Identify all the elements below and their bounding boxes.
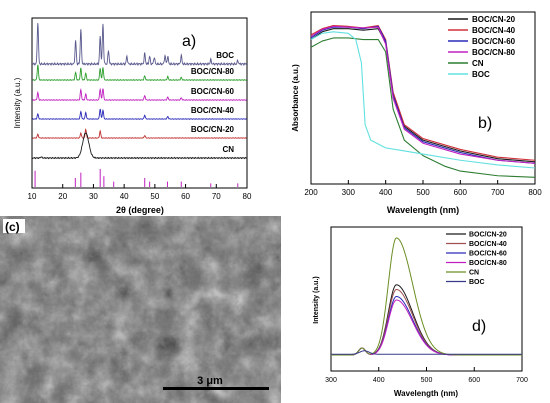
panel-b-tick-label: 400: [379, 188, 393, 197]
panel-a-tick-label: 40: [120, 192, 129, 201]
panel-c: (c) 3 μm: [0, 216, 281, 403]
xrd-series-boc-cn-60: [32, 87, 248, 101]
panel-c-letter-bg: [3, 219, 25, 233]
uv-legend-label-boc-cn-60: BOC/CN-60: [472, 37, 516, 46]
panel-a-frame: [31, 17, 248, 189]
pl-legend-label-boc-cn-20: BOC/CN-20: [469, 232, 507, 239]
panel-d-ylabel: Intensity (a.u.): [313, 276, 320, 323]
uv-series-boc-cn-60: [310, 25, 536, 164]
panel-d-x-ticks: 300 400 500 600 700: [325, 367, 528, 384]
panel-b-tick-label: 600: [454, 188, 468, 197]
panel-d-series: [331, 237, 522, 356]
panel-a-tick-label: 20: [58, 192, 67, 201]
panel-b: b) Absorbance (a.u.) Wavelength (nm) 200…: [291, 11, 542, 215]
scale-bar: [163, 387, 269, 390]
panel-d: d) Intensity (a.u.) Wavelength (nm) 300 4…: [313, 226, 528, 398]
panel-d-tick-label: 500: [421, 377, 433, 384]
uv-legend-label-cn: CN: [472, 59, 484, 68]
panel-b-tick-label: 300: [342, 188, 356, 197]
panel-b-series: [310, 25, 536, 178]
panel-a-series: [31, 22, 248, 160]
panel-b-xlabel: Wavelength (nm): [387, 205, 459, 215]
pl-series-boc-cn-80: [331, 299, 522, 356]
uv-legend-label-boc: BOC: [472, 70, 490, 79]
panel-b-tick-label: 700: [491, 188, 505, 197]
pl-legend-label-cn: CN: [469, 270, 479, 277]
panel-a-tick-label: 80: [243, 192, 252, 201]
panel-a-tick-label: 60: [181, 192, 190, 201]
panel-d-tick-label: 300: [325, 377, 337, 384]
panel-d-tick-label: 700: [516, 377, 528, 384]
xrd-label-boc-cn-60: BOC/CN-60: [191, 87, 235, 96]
panel-d-legend: BOC/CN-20 BOC/CN-40 BOC/CN-60 BOC/CN-80 CN BO…: [446, 232, 507, 286]
panel-a-x-ticks: 10 20 30 40 50 60 70 80: [28, 184, 252, 201]
panel-a-ylabel: Intensity (a.u.): [13, 77, 22, 128]
scale-bar-label: 3 μm: [197, 375, 223, 387]
uv-series-cn: [310, 37, 536, 178]
panel-a-tick-label: 70: [212, 192, 221, 201]
panel-a-letter: a): [182, 33, 196, 50]
panel-b-legend: BOC/CN-20 BOC/CN-40 BOC/CN-60 BOC/CN-80 CN BO…: [448, 15, 516, 79]
panel-a-xlabel: 2θ (degree): [116, 205, 164, 215]
uv-legend-label-boc-cn-80: BOC/CN-80: [472, 48, 516, 57]
pl-series-cn: [331, 237, 522, 356]
panel-a-reference-sticks: [34, 169, 239, 187]
panel-d-tick-label: 600: [468, 377, 480, 384]
panel-b-tick-label: 800: [528, 188, 542, 197]
xrd-series-boc-cn-20: [31, 127, 247, 139]
pl-legend-label-boc-cn-40: BOC/CN-40: [469, 241, 507, 248]
panel-b-ylabel: Absorbance (a.u.): [291, 64, 300, 132]
xrd-label-boc: BOC: [216, 51, 234, 60]
panel-b-tick-label: 200: [304, 188, 318, 197]
pl-legend-label-boc: BOC: [469, 279, 485, 286]
panel-c-letter: (c): [5, 220, 20, 234]
uv-series-boc-cn-80: [310, 25, 536, 164]
panel-d-xlabel: Wavelength (nm): [394, 389, 458, 398]
uv-legend-label-boc-cn-20: BOC/CN-20: [472, 15, 516, 24]
xrd-series-boc: [31, 22, 248, 67]
panel-d-tick-label: 400: [373, 377, 385, 384]
panel-a: a) Intensity (a.u.) 2θ (degree) 10 20 30 40…: [13, 17, 252, 215]
xrd-series-cn: [32, 132, 247, 160]
xrd-label-cn: CN: [222, 145, 234, 154]
panel-b-x-ticks: 200 300 400 500 600 700 800: [304, 180, 542, 197]
pl-legend-label-boc-cn-80: BOC/CN-80: [469, 260, 507, 267]
pl-series-boc: [331, 350, 522, 355]
panel-a-series-labels: BOC BOC/CN-80 BOC/CN-60 BOC/CN-40 BOC/CN-20 C…: [191, 51, 235, 154]
uv-legend-label-boc-cn-40: BOC/CN-40: [472, 26, 516, 35]
xrd-label-boc-cn-80: BOC/CN-80: [191, 67, 235, 76]
panel-d-letter: d): [472, 318, 486, 335]
panel-a-tick-label: 50: [150, 192, 159, 201]
panel-a-tick-label: 30: [89, 192, 98, 201]
panel-a-tick-label: 10: [28, 192, 37, 201]
xrd-series-boc-cn-80: [32, 64, 247, 81]
pl-series-boc-cn-60: [331, 295, 522, 356]
sem-image-fine-texture: [0, 216, 281, 403]
panel-b-tick-label: 500: [416, 188, 430, 197]
xrd-label-boc-cn-20: BOC/CN-20: [191, 125, 235, 134]
xrd-series-boc-cn-40: [32, 108, 247, 120]
uv-series-boc: [310, 31, 536, 169]
panel-b-letter: b): [478, 115, 492, 132]
xrd-label-boc-cn-40: BOC/CN-40: [191, 106, 235, 115]
uv-series-boc-cn-40: [310, 25, 536, 161]
pl-legend-label-boc-cn-60: BOC/CN-60: [469, 251, 507, 258]
